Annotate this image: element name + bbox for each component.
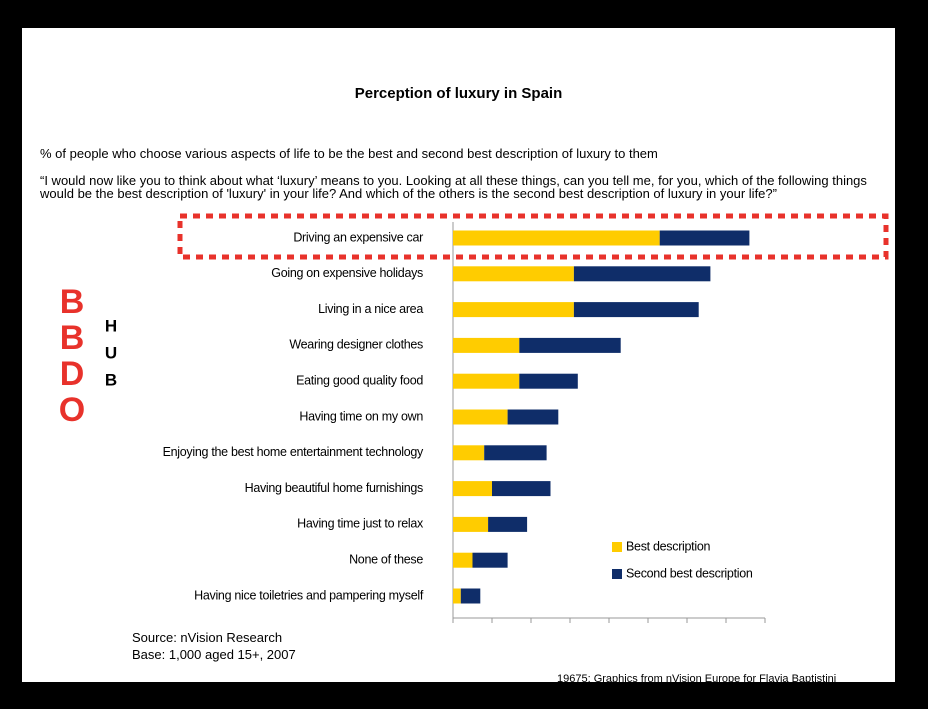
category-label: Having time on my own (299, 409, 423, 423)
category-label: Living in a nice area (318, 302, 423, 316)
bar-segment (573, 266, 711, 282)
bar-segment (488, 516, 528, 532)
category-label: Enjoying the best home entertainment tec… (163, 445, 424, 459)
bar-segment (484, 445, 547, 461)
bar-segment (453, 588, 461, 604)
logo-letter: B (60, 319, 85, 357)
legend-label: Best description (626, 539, 710, 553)
logo-letter: B (105, 370, 117, 389)
bar-segment (659, 230, 750, 246)
category-label: Going on expensive holidays (271, 266, 423, 280)
footer: 19675: Graphics from nVision Europe for … (557, 673, 837, 682)
bar-segment (453, 266, 574, 282)
category-label: Wearing designer clothes (289, 338, 423, 352)
source-block: Source: nVision Research Base: 1,000 age… (132, 629, 296, 663)
bar-segment (460, 588, 481, 604)
logo-letter: B (60, 283, 85, 321)
highlight-box (177, 213, 889, 260)
slide: Perception of luxury in Spain % of peopl… (22, 28, 895, 682)
logo-letter: D (60, 355, 85, 393)
source: Source: nVision Research (132, 630, 283, 645)
bar-segment (453, 481, 492, 497)
legend-swatch (612, 569, 622, 579)
category-label: Driving an expensive car (293, 230, 423, 244)
logo-letter: U (105, 343, 117, 362)
subtitle: % of people who choose various aspects o… (40, 146, 658, 161)
chart: Driving an expensive car Going on expensi… (59, 213, 889, 623)
bar-segment (573, 302, 699, 318)
legend-swatch (612, 542, 622, 552)
bar-segment (519, 337, 621, 353)
bar-segment (453, 552, 473, 568)
category-label: Eating good quality food (296, 373, 423, 387)
logo-letter: O (59, 391, 85, 429)
category-label: Having nice toiletries and pampering mys… (194, 588, 424, 602)
bar-segment (492, 481, 551, 497)
question: “I would now like you to think about wha… (40, 173, 867, 201)
bar-segment (472, 552, 508, 568)
bar-segment (519, 373, 578, 389)
bar-segment (453, 230, 660, 246)
category-label: Having beautiful home furnishings (245, 481, 423, 495)
chart-title: Perception of luxury in Spain (354, 85, 563, 102)
bar-segment (507, 409, 559, 425)
bar-segment (453, 445, 485, 461)
bar-segment (453, 516, 489, 532)
bar-segment (453, 373, 520, 389)
base: Base: 1,000 aged 15+, 2007 (132, 647, 296, 662)
bar-segment (453, 337, 520, 353)
legend-label: Second best description (626, 566, 753, 580)
logo-letter: H (105, 316, 117, 335)
bar-segment (453, 409, 508, 425)
category-label: None of these (349, 552, 423, 566)
bar-segment (453, 302, 574, 318)
category-label: Having time just to relax (297, 517, 424, 531)
